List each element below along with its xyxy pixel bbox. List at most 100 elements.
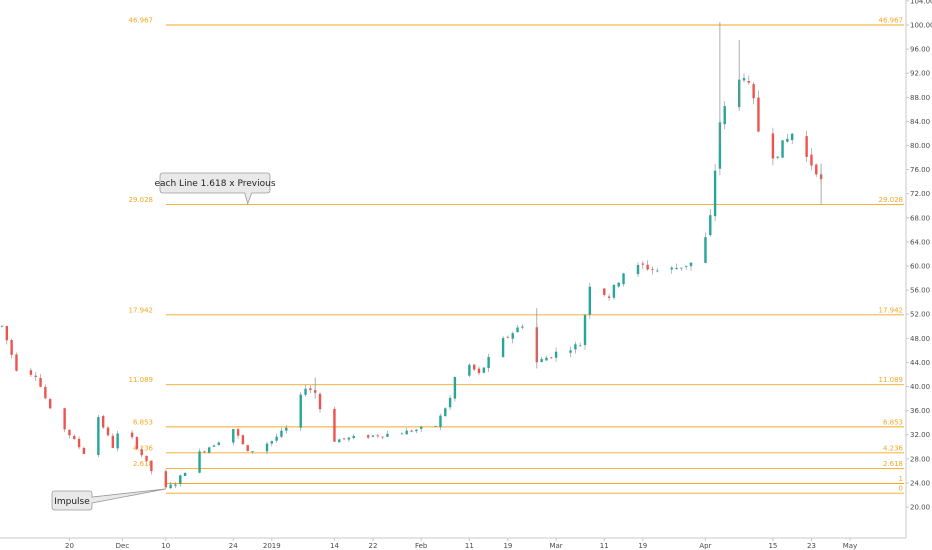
candle-body bbox=[77, 438, 81, 448]
candle-body bbox=[381, 436, 384, 438]
candle-body bbox=[150, 460, 153, 472]
candle-body bbox=[646, 264, 649, 270]
candle-body bbox=[574, 344, 577, 350]
candle-body bbox=[684, 265, 688, 267]
candle-body bbox=[400, 433, 404, 435]
candle-body bbox=[747, 80, 751, 83]
y-tick-label: 56.00 bbox=[910, 287, 930, 295]
fib-level-label-left: 2.618 bbox=[133, 460, 153, 468]
candle-body bbox=[680, 267, 683, 269]
candle-body bbox=[73, 435, 76, 440]
fib-level-label-left: 11.089 bbox=[129, 376, 154, 384]
y-tick-label: 40.00 bbox=[910, 383, 930, 391]
candle-body bbox=[309, 388, 312, 391]
candle-body bbox=[304, 388, 307, 395]
candle-body bbox=[299, 394, 302, 428]
candle-body bbox=[275, 436, 278, 441]
x-tick-label: May bbox=[843, 542, 857, 550]
candle-body bbox=[48, 399, 52, 409]
fib-level-label-left: 46.967 bbox=[129, 17, 154, 25]
candle-body bbox=[516, 327, 519, 333]
candle-body bbox=[622, 273, 625, 285]
candle-body bbox=[434, 426, 437, 427]
y-tick-label: 80.00 bbox=[910, 142, 930, 150]
candle-body bbox=[540, 359, 543, 363]
callouts: each Line 1.618 x Previous Impulse bbox=[51, 172, 276, 511]
candle-body bbox=[477, 368, 481, 374]
candle-body bbox=[439, 415, 442, 427]
candle-body bbox=[270, 441, 274, 444]
candle-body bbox=[487, 356, 490, 368]
candle-body bbox=[511, 333, 514, 339]
candle-body bbox=[135, 437, 139, 449]
candle-body bbox=[410, 430, 413, 432]
fib-level-label-right: 11.089 bbox=[879, 376, 904, 384]
x-tick-label: 15 bbox=[768, 542, 777, 550]
y-tick-label: 44.00 bbox=[910, 359, 930, 367]
candle-body bbox=[815, 164, 818, 175]
candle-body bbox=[265, 443, 269, 452]
y-tick-label: 92.00 bbox=[910, 70, 930, 78]
x-tick-label: 11 bbox=[600, 542, 609, 550]
candle-body bbox=[550, 357, 553, 359]
candle-body bbox=[39, 377, 42, 387]
x-tick-label: Apr bbox=[699, 542, 711, 550]
fib-level-label-left: 6.853 bbox=[133, 418, 153, 426]
candle-body bbox=[333, 408, 336, 442]
candle-body bbox=[723, 106, 726, 125]
candlestick-series bbox=[0, 21, 823, 489]
candle-body bbox=[207, 447, 211, 453]
candle-body bbox=[241, 435, 245, 445]
candle-body bbox=[342, 438, 346, 440]
candle-body bbox=[554, 351, 558, 358]
candle-body bbox=[0, 325, 4, 327]
candle-body bbox=[318, 393, 322, 410]
callout-line-ratio[interactable]: each Line 1.618 x Previous bbox=[154, 172, 276, 205]
candle-body bbox=[15, 354, 18, 371]
candle-body bbox=[97, 417, 100, 456]
fib-level-label-right: 17.942 bbox=[879, 306, 904, 314]
candle-body bbox=[578, 345, 582, 347]
fib-level-label-left: 17.942 bbox=[129, 306, 154, 314]
candle-body bbox=[169, 484, 172, 489]
candle-body bbox=[545, 357, 548, 361]
y-tick-label: 68.00 bbox=[910, 214, 930, 222]
candle-body bbox=[588, 286, 592, 315]
y-tick-label: 104.00 bbox=[910, 0, 932, 5]
candle-body bbox=[444, 408, 447, 417]
fib-level-label-right: 4.236 bbox=[883, 444, 904, 452]
y-tick-label: 20.00 bbox=[910, 504, 930, 512]
y-tick-label: 36.00 bbox=[910, 407, 930, 415]
candle-body bbox=[371, 435, 375, 437]
candle-body bbox=[689, 262, 693, 267]
fib-level-label-right: 2.618 bbox=[883, 460, 903, 468]
callout-text: Impulse bbox=[54, 497, 90, 507]
candle-body bbox=[569, 350, 572, 353]
candle-body bbox=[713, 170, 717, 217]
y-tick-label: 76.00 bbox=[910, 166, 930, 174]
x-tick-label: 10 bbox=[161, 542, 170, 550]
candle-body bbox=[130, 432, 134, 438]
candle-body bbox=[82, 447, 86, 454]
y-tick-label: 64.00 bbox=[910, 238, 930, 246]
callout-bubble bbox=[51, 488, 166, 511]
fib-extension-levels[interactable]: 0 1 2.618 2.618 4.236 4.236 6.853 6.853 11.089 11… bbox=[129, 17, 905, 494]
candle-body bbox=[246, 445, 249, 452]
fib-level-label-left: 29.028 bbox=[129, 196, 154, 204]
candle-body bbox=[44, 386, 47, 399]
candle-body bbox=[63, 408, 66, 430]
callout-impulse[interactable]: Impulse bbox=[51, 488, 166, 511]
candle-body bbox=[482, 367, 486, 373]
candle-body bbox=[612, 284, 616, 298]
candle-body bbox=[805, 136, 808, 157]
candle-body bbox=[10, 340, 13, 355]
candle-body bbox=[448, 397, 452, 408]
candle-body bbox=[111, 435, 115, 448]
callout-text: each Line 1.618 x Previous bbox=[154, 179, 275, 189]
candle-body bbox=[338, 439, 341, 443]
candle-body bbox=[106, 427, 110, 436]
y-tick-label: 52.00 bbox=[910, 311, 930, 319]
fib-level-label-right: 6.853 bbox=[883, 418, 903, 426]
candle-body bbox=[164, 471, 168, 488]
